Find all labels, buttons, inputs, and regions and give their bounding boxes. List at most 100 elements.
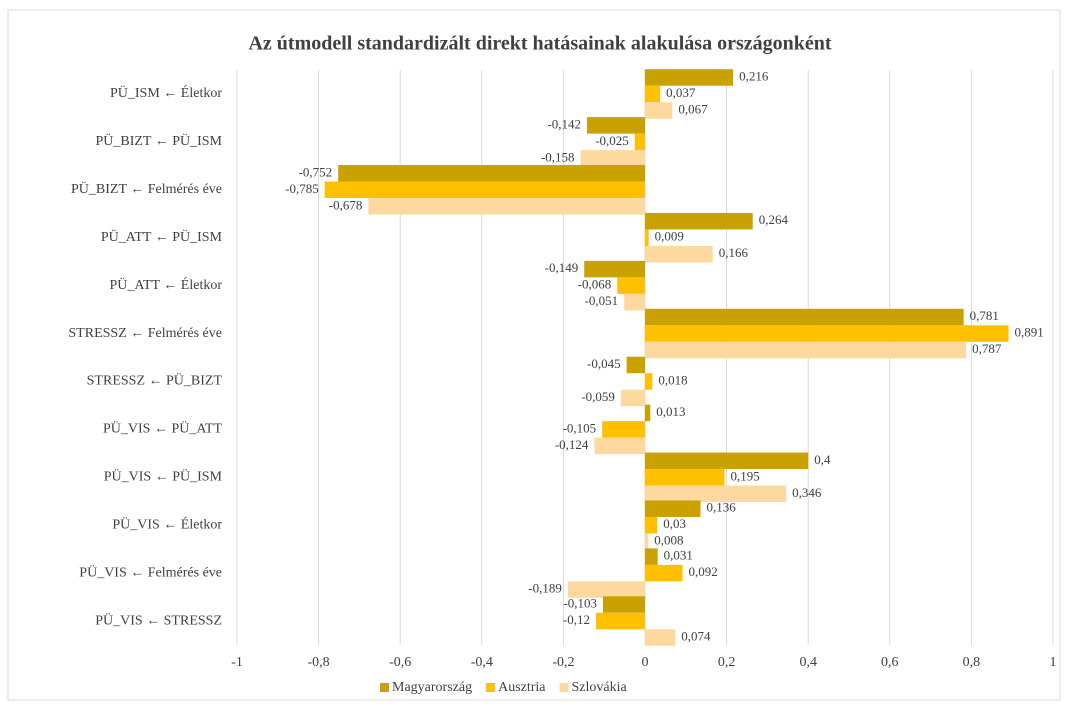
- x-tick-label: -0,2: [552, 655, 574, 670]
- bar: [567, 581, 645, 598]
- data-label: 0,891: [1015, 325, 1044, 340]
- legend-swatch: [380, 683, 389, 692]
- data-label: -0,103: [563, 596, 597, 611]
- bar: [645, 485, 787, 503]
- chart-title: Az útmodell standardizált direkt hatásai…: [248, 33, 831, 55]
- bar: [645, 69, 734, 86]
- bar: [620, 389, 645, 407]
- bar: [624, 293, 645, 311]
- data-label: 0,018: [658, 372, 687, 387]
- data-label: -0,785: [285, 181, 319, 196]
- x-tick-label: 0,8: [963, 655, 981, 670]
- data-label: -0,678: [329, 197, 363, 212]
- bar: [645, 564, 683, 582]
- bar: [645, 245, 713, 263]
- x-tick-label: 1: [1050, 655, 1057, 670]
- data-label: 0,781: [970, 308, 999, 323]
- data-label: 0,346: [792, 485, 822, 500]
- y-tick-label: PÜ_ATT ← PÜ_ISM: [101, 228, 223, 245]
- data-label: -0,149: [545, 260, 579, 275]
- bar: [602, 596, 645, 613]
- data-label: 0,264: [759, 212, 789, 227]
- legend-swatch: [486, 683, 496, 692]
- y-tick-label: PÜ_VIS ← PÜ_ISM: [104, 468, 223, 485]
- bar: [645, 469, 725, 486]
- bar: [645, 325, 1009, 342]
- data-label: -0,105: [563, 420, 597, 435]
- x-tick-label: 0,4: [799, 655, 817, 670]
- bar: [338, 165, 645, 182]
- data-label: -0,045: [587, 356, 621, 371]
- y-tick-label: PÜ_VIS ← PÜ_ATT: [103, 420, 222, 437]
- y-tick-label: PÜ_ATT ← Életkor: [109, 276, 222, 293]
- bar: [645, 212, 753, 230]
- bar: [584, 260, 645, 278]
- data-label: 0,031: [664, 548, 693, 563]
- x-tick-label: -0,4: [471, 655, 493, 670]
- data-label: -0,142: [547, 116, 581, 131]
- bar: [617, 277, 645, 294]
- bar: [602, 421, 645, 438]
- bar: [368, 198, 645, 215]
- bar: [645, 308, 964, 326]
- y-tick-label: PÜ_BIZT ← PÜ_ISM: [95, 132, 222, 149]
- x-tick-label: 0,2: [718, 655, 736, 670]
- data-label: 0,216: [739, 68, 769, 83]
- bar: [645, 404, 651, 422]
- x-tick-label: -0,8: [308, 655, 330, 670]
- data-label: -0,059: [581, 389, 615, 404]
- bar: [645, 373, 653, 390]
- bar: [626, 356, 645, 374]
- data-label: -0,752: [299, 164, 333, 179]
- bar: [645, 548, 658, 565]
- bar: [645, 452, 809, 470]
- data-label: -0,068: [578, 277, 612, 292]
- data-label: 0,166: [719, 245, 749, 260]
- data-label: 0,067: [678, 101, 708, 116]
- bar: [645, 341, 967, 359]
- data-label: 0,092: [689, 564, 718, 579]
- data-label: 0,4: [814, 452, 831, 467]
- bar: [645, 516, 658, 534]
- bar: [587, 117, 645, 134]
- y-tick-label: STRESSZ ← PÜ_BIZT: [87, 372, 223, 389]
- data-label: 0,074: [681, 629, 711, 644]
- x-tick-label: -0,6: [389, 655, 411, 670]
- data-label: -0,051: [585, 293, 619, 308]
- x-tick-label: -1: [231, 655, 243, 670]
- bar: [594, 437, 645, 455]
- legend-swatch: [559, 683, 569, 692]
- bar: [634, 133, 645, 151]
- data-label: -0,025: [595, 133, 629, 148]
- data-label: 0,787: [972, 341, 1002, 356]
- data-label: -0,158: [541, 149, 575, 164]
- y-tick-label: STRESSZ ← Felmérés éve: [68, 326, 222, 341]
- data-label: 0,136: [706, 500, 736, 515]
- bar: [645, 629, 676, 646]
- y-tick-label: PÜ_BIZT ← Felmérés éve: [71, 180, 222, 197]
- data-label: -0,12: [563, 612, 590, 627]
- legend-label: Szlovákia: [572, 680, 628, 695]
- y-tick-label: PÜ_ISM ← Életkor: [110, 84, 222, 101]
- bar: [324, 181, 645, 199]
- legend-label: Ausztria: [498, 680, 546, 695]
- y-tick-label: PÜ_VIS ← Életkor: [112, 515, 222, 532]
- data-label: 0,009: [655, 229, 684, 244]
- bar: [645, 229, 649, 246]
- data-label: -0,124: [555, 437, 589, 452]
- data-label: 0,008: [654, 533, 683, 548]
- y-tick-label: PÜ_VIS ← Felmérés éve: [79, 563, 222, 580]
- bar: [580, 150, 645, 167]
- x-tick-label: 0: [642, 655, 649, 670]
- bar: [645, 85, 661, 103]
- bar: [645, 102, 673, 119]
- bar: [645, 533, 649, 550]
- data-label: 0,013: [656, 404, 685, 419]
- data-label: 0,03: [663, 516, 686, 531]
- data-label: 0,037: [666, 85, 696, 100]
- data-label: -0,189: [528, 581, 562, 596]
- data-label: 0,195: [731, 468, 760, 483]
- legend-label: Magyarország: [392, 680, 472, 695]
- y-tick-label: PÜ_VIS ← STRESSZ: [95, 611, 222, 628]
